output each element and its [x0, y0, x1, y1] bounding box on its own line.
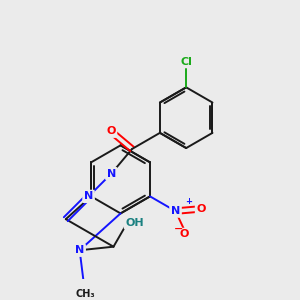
Text: N: N	[171, 206, 180, 216]
Text: N: N	[75, 245, 84, 255]
Text: OH: OH	[125, 218, 144, 228]
Text: CH₃: CH₃	[75, 289, 95, 299]
Text: N: N	[107, 169, 116, 178]
Text: O: O	[180, 230, 189, 239]
Text: +: +	[185, 197, 192, 206]
Text: O: O	[106, 126, 116, 136]
Text: O: O	[196, 204, 206, 214]
Text: −: −	[173, 224, 183, 234]
Text: N: N	[84, 191, 93, 201]
Text: Cl: Cl	[180, 57, 192, 67]
